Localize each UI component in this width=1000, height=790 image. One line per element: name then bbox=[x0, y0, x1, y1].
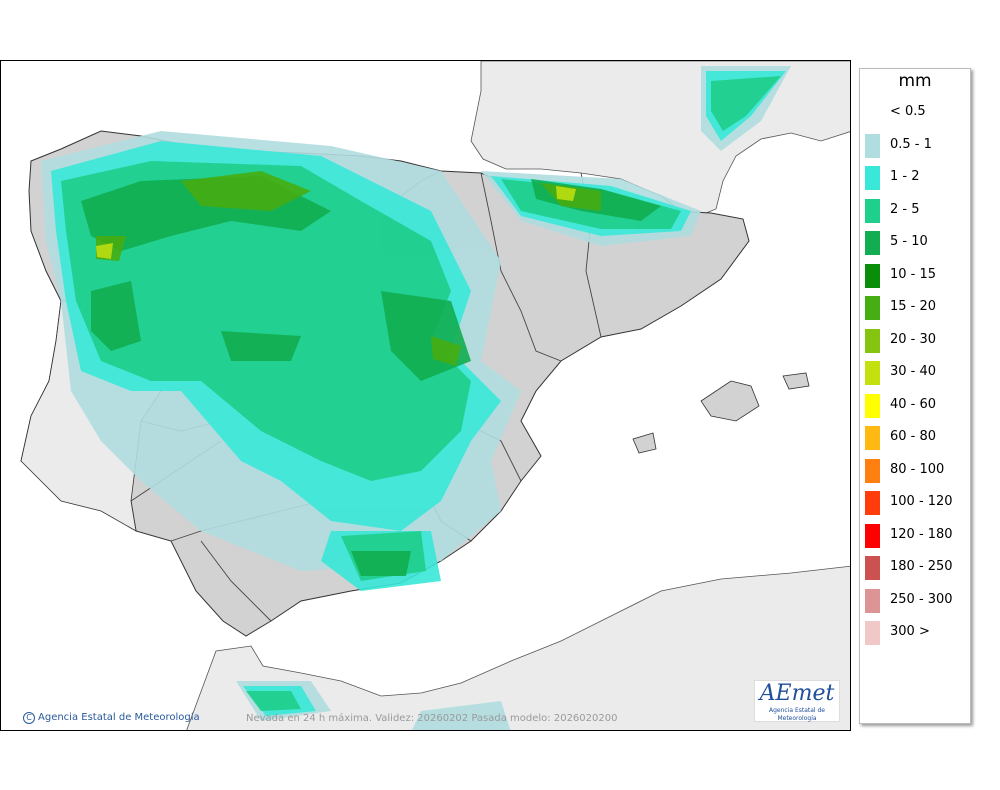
legend-item: 1 - 2 bbox=[860, 166, 970, 190]
legend-label: 10 - 15 bbox=[890, 266, 937, 282]
legend-label: 2 - 5 bbox=[890, 201, 920, 217]
legend-item: 60 - 80 bbox=[860, 426, 970, 450]
legend-label: 250 - 300 bbox=[890, 591, 953, 607]
credit-text: Agencia Estatal de Meteorología bbox=[38, 712, 200, 723]
legend-item: 40 - 60 bbox=[860, 393, 970, 418]
legend-label: 15 - 20 bbox=[890, 299, 937, 314]
legend-label: 40 - 60 bbox=[890, 396, 937, 412]
ibiza bbox=[632, 432, 657, 454]
legend-label: < 0.5 bbox=[890, 104, 926, 119]
mallorca bbox=[700, 380, 760, 422]
legend-label: 120 - 180 bbox=[890, 526, 953, 542]
legend-item: 30 - 40 bbox=[860, 361, 970, 385]
legend-item: 120 - 180 bbox=[860, 523, 970, 548]
legend-swatch bbox=[865, 328, 880, 353]
legend-swatch bbox=[865, 133, 880, 158]
legend-item: 5 - 10 bbox=[860, 231, 970, 255]
legend-label: 20 - 30 bbox=[890, 331, 937, 347]
legend-swatch bbox=[865, 198, 880, 223]
credit: C Agencia Estatal de Meteorología bbox=[23, 712, 200, 724]
menorca bbox=[782, 372, 810, 390]
logo-sub: Agencia Estatal de Meteorología bbox=[768, 707, 825, 722]
legend-swatch bbox=[865, 523, 880, 548]
legend-swatch bbox=[865, 621, 880, 645]
legend-swatch bbox=[865, 296, 880, 320]
legend-swatch bbox=[865, 231, 880, 255]
legend-label: 0.5 - 1 bbox=[890, 136, 932, 152]
legend-item: 10 - 15 bbox=[860, 263, 970, 288]
legend-swatch bbox=[865, 393, 880, 418]
legend-label: 1 - 2 bbox=[890, 169, 920, 184]
map-caption: Nevada en 24 h máxima. Validez: 20260202… bbox=[246, 713, 618, 724]
logo-brand: AEmet bbox=[759, 681, 835, 706]
legend-swatch bbox=[865, 556, 880, 580]
copyright-icon: C bbox=[23, 712, 35, 724]
legend-item: 20 - 30 bbox=[860, 328, 970, 353]
legend-swatch bbox=[865, 426, 880, 450]
legend-label: 30 - 40 bbox=[890, 364, 937, 379]
legend-item: 180 - 250 bbox=[860, 556, 970, 580]
legend-item: 0.5 - 1 bbox=[860, 133, 970, 158]
legend-item: < 0.5 bbox=[860, 101, 970, 121]
snow-10-20 bbox=[96, 171, 601, 366]
legend-swatch bbox=[865, 588, 880, 613]
legend-item: 300 > bbox=[860, 621, 970, 645]
aemet-logo: AEmet Agencia Estatal de Meteorología bbox=[754, 680, 840, 722]
legend-item: 100 - 120 bbox=[860, 491, 970, 515]
legend-label: 180 - 250 bbox=[890, 559, 953, 574]
map-canvas bbox=[1, 61, 850, 730]
snow-20-40 bbox=[96, 186, 576, 259]
legend-item: 2 - 5 bbox=[860, 198, 970, 223]
africa-land bbox=[186, 565, 850, 730]
legend-swatch bbox=[865, 491, 880, 515]
legend-item: 250 - 300 bbox=[860, 588, 970, 613]
snowfall-map[interactable]: C Agencia Estatal de Meteorología Nevada … bbox=[0, 60, 851, 731]
legend-label: 80 - 100 bbox=[890, 461, 945, 477]
legend-label: 60 - 80 bbox=[890, 429, 937, 444]
legend-swatch bbox=[865, 458, 880, 483]
legend-label: 300 > bbox=[890, 624, 930, 639]
legend-swatch bbox=[865, 361, 880, 385]
legend-label: 100 - 120 bbox=[890, 494, 953, 509]
legend-item: 15 - 20 bbox=[860, 296, 970, 320]
legend-label: 5 - 10 bbox=[890, 234, 928, 249]
legend-swatch bbox=[865, 263, 880, 288]
legend-swatch bbox=[865, 166, 880, 190]
legend-unit: mm bbox=[898, 71, 932, 91]
legend-item: 80 - 100 bbox=[860, 458, 970, 483]
legend: mm < 0.5 0.5 - 1 1 - 2 2 - 5 5 - 10 10 - 15 15… bbox=[859, 68, 971, 724]
